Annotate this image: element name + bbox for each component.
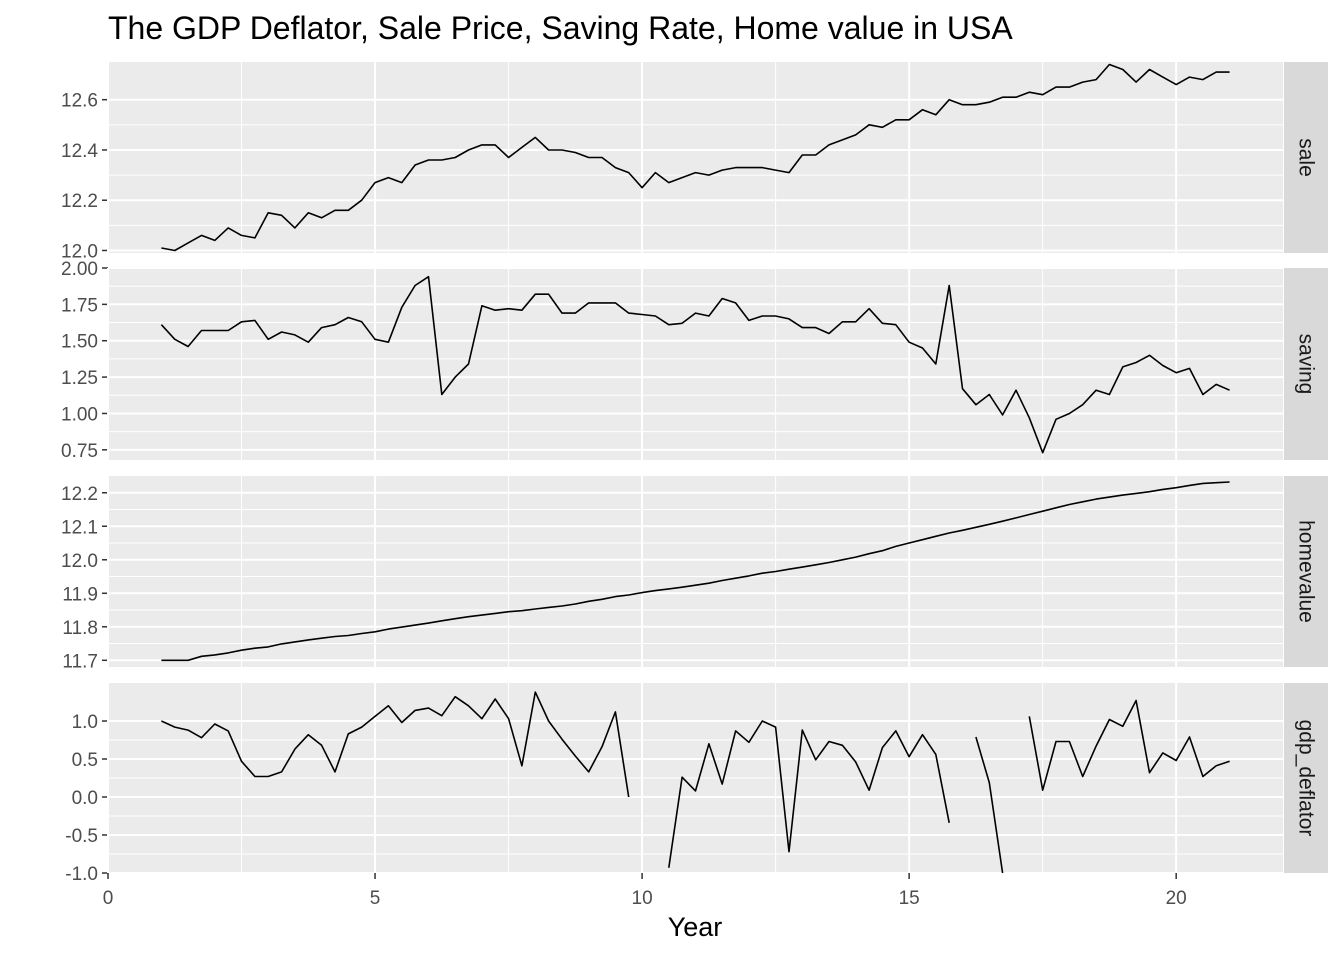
y-tick-label-sale: 12.4 <box>61 141 98 162</box>
y-tick-label-homevalue: 12.0 <box>61 551 98 572</box>
series-line-saving <box>160 275 1230 454</box>
facet-strip-saving <box>1284 268 1328 460</box>
y-tick-label-gdp_deflator: 1.0 <box>72 712 98 733</box>
y-tick-label-sale: 12.6 <box>61 91 98 112</box>
chart-title: The GDP Deflator, Sale Price, Saving Rat… <box>108 10 1013 46</box>
y-tick-label-homevalue: 12.2 <box>61 484 98 505</box>
y-tick-label-saving: 1.25 <box>61 368 98 389</box>
y-tick-label-saving: 0.75 <box>61 441 98 462</box>
facet-strip-label: saving <box>1295 334 1318 395</box>
series-line-gdp_deflator <box>1028 699 1230 792</box>
y-tick-label-gdp_deflator: 0.5 <box>72 750 98 771</box>
y-tick-label-gdp_deflator: -1.0 <box>65 864 98 885</box>
facet-strip-sale <box>1284 62 1328 253</box>
facet-strip-label: sale <box>1295 138 1318 177</box>
y-tick-label-sale: 12.0 <box>61 241 98 262</box>
y-tick-label-homevalue: 12.1 <box>61 517 98 538</box>
facet-strip-label: homevalue <box>1295 520 1318 623</box>
series-line-homevalue <box>161 481 1230 662</box>
series-line-gdp_deflator <box>668 720 950 868</box>
panel-background-homevalue <box>108 476 1283 667</box>
series-line-sale <box>161 63 1230 252</box>
y-tick-label-homevalue: 11.8 <box>62 618 98 639</box>
series-line-gdp_deflator <box>975 736 1004 874</box>
y-tick-label-saving: 1.00 <box>61 404 98 425</box>
y-tick-label-gdp_deflator: 0.0 <box>72 788 98 809</box>
x-tick-label: 5 <box>370 888 381 909</box>
facet-strip-label: gdp_deflator <box>1295 720 1318 837</box>
y-tick-label-saving: 2.00 <box>61 259 98 280</box>
y-tick-label-saving: 1.50 <box>61 332 98 353</box>
series-line-gdp_deflator <box>161 691 630 798</box>
y-tick-label-saving: 1.75 <box>61 295 98 316</box>
x-tick-label: 15 <box>899 888 920 909</box>
panel-background-sale <box>108 62 1283 253</box>
x-tick-label: 0 <box>103 888 114 909</box>
panel-background-saving <box>108 268 1283 460</box>
y-tick-label-homevalue: 11.9 <box>62 584 98 605</box>
facet-strip-gdp_deflator <box>1284 683 1328 873</box>
x-tick-label: 20 <box>1166 888 1187 909</box>
facet-strip-homevalue <box>1284 476 1328 667</box>
y-tick-label-gdp_deflator: -0.5 <box>65 826 98 847</box>
x-tick-label: 10 <box>632 888 653 909</box>
y-tick-label-homevalue: 11.7 <box>62 651 98 672</box>
x-axis-title: Year <box>667 912 723 942</box>
y-tick-label-sale: 12.2 <box>61 191 98 212</box>
